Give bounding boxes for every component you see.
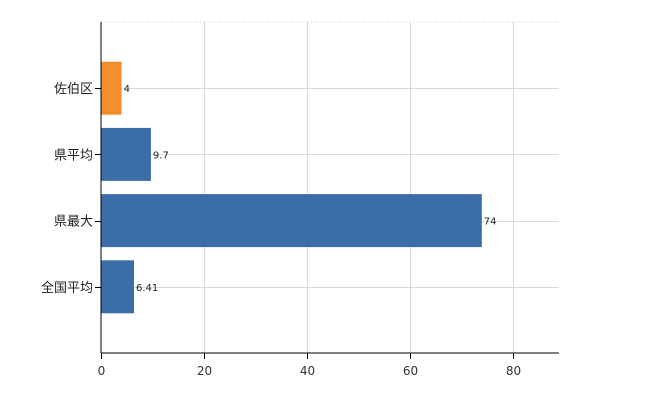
x-tick-label: 40: [300, 364, 315, 378]
data-label: 6.41: [136, 283, 158, 294]
bar: [101, 61, 122, 115]
bar: [101, 127, 151, 181]
category-label: 県最大: [54, 215, 93, 230]
data-label: 9.7: [153, 150, 169, 161]
bars: [101, 61, 482, 314]
data-label: 4: [124, 84, 130, 95]
axes: [95, 22, 559, 359]
labels: 0 20 40 60 80 佐伯区 4 県平均 9.7 県最大 74 全国平均 6.41: [41, 82, 521, 378]
grid-lines: [101, 21, 559, 353]
bar: [101, 260, 134, 314]
x-tick-label: 80: [506, 364, 521, 378]
bar: [101, 194, 482, 248]
category-label: 県平均: [54, 148, 93, 163]
x-tick-label: 0: [98, 364, 106, 378]
x-tick-label: 60: [403, 364, 418, 378]
data-label: 74: [484, 217, 497, 228]
category-label: 佐伯区: [54, 82, 93, 97]
category-label: 全国平均: [41, 280, 93, 296]
x-tick-label: 20: [197, 364, 212, 378]
